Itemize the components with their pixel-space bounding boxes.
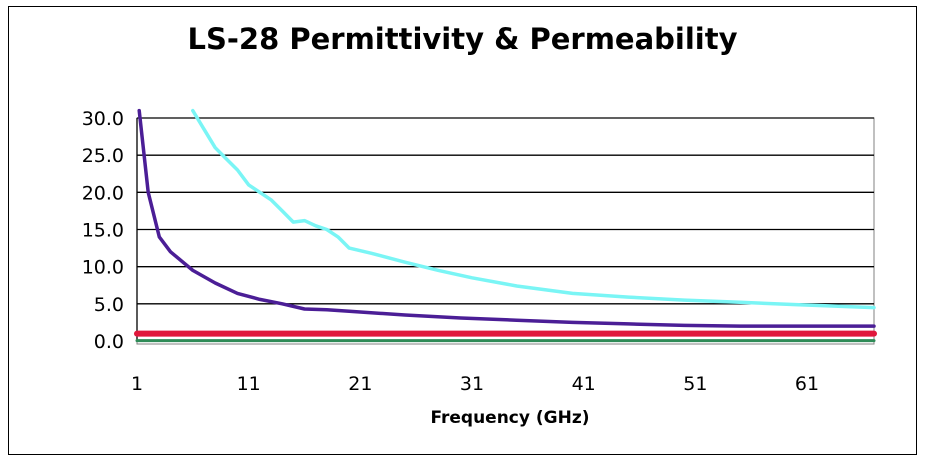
y-tick-label: 25.0: [82, 145, 124, 167]
x-tick-label: 31: [460, 373, 484, 395]
y-tick-label: 20.0: [82, 182, 124, 204]
y-tick-label: 10.0: [82, 257, 124, 279]
y-tick-labels: 0.0 5.0 10.0 15.0 20.0 25.0 30.0: [82, 108, 124, 353]
x-tick-label: 61: [795, 373, 819, 395]
x-tick-label: 1: [131, 373, 143, 395]
x-axis-label: Frequency (GHz): [430, 408, 590, 428]
y-tick-label: 0.0: [94, 331, 124, 353]
x-tick-label: 21: [348, 373, 372, 395]
x-tick-label: 51: [683, 373, 707, 395]
x-tick-label: 11: [237, 373, 261, 395]
y-tick-label: 15.0: [82, 220, 124, 242]
y-tick-label: 30.0: [82, 108, 124, 130]
x-tick-labels: 1 11 21 31 41 51 61: [131, 373, 819, 395]
y-tick-label: 5.0: [94, 294, 124, 316]
series-group: [134, 108, 877, 343]
x-tick-label: 41: [572, 373, 596, 395]
series-line-2: [191, 108, 876, 310]
plot-background: [136, 117, 875, 345]
series-line-1: [137, 108, 876, 328]
chart-title: LS-28 Permittivity & Permeability: [187, 22, 738, 56]
